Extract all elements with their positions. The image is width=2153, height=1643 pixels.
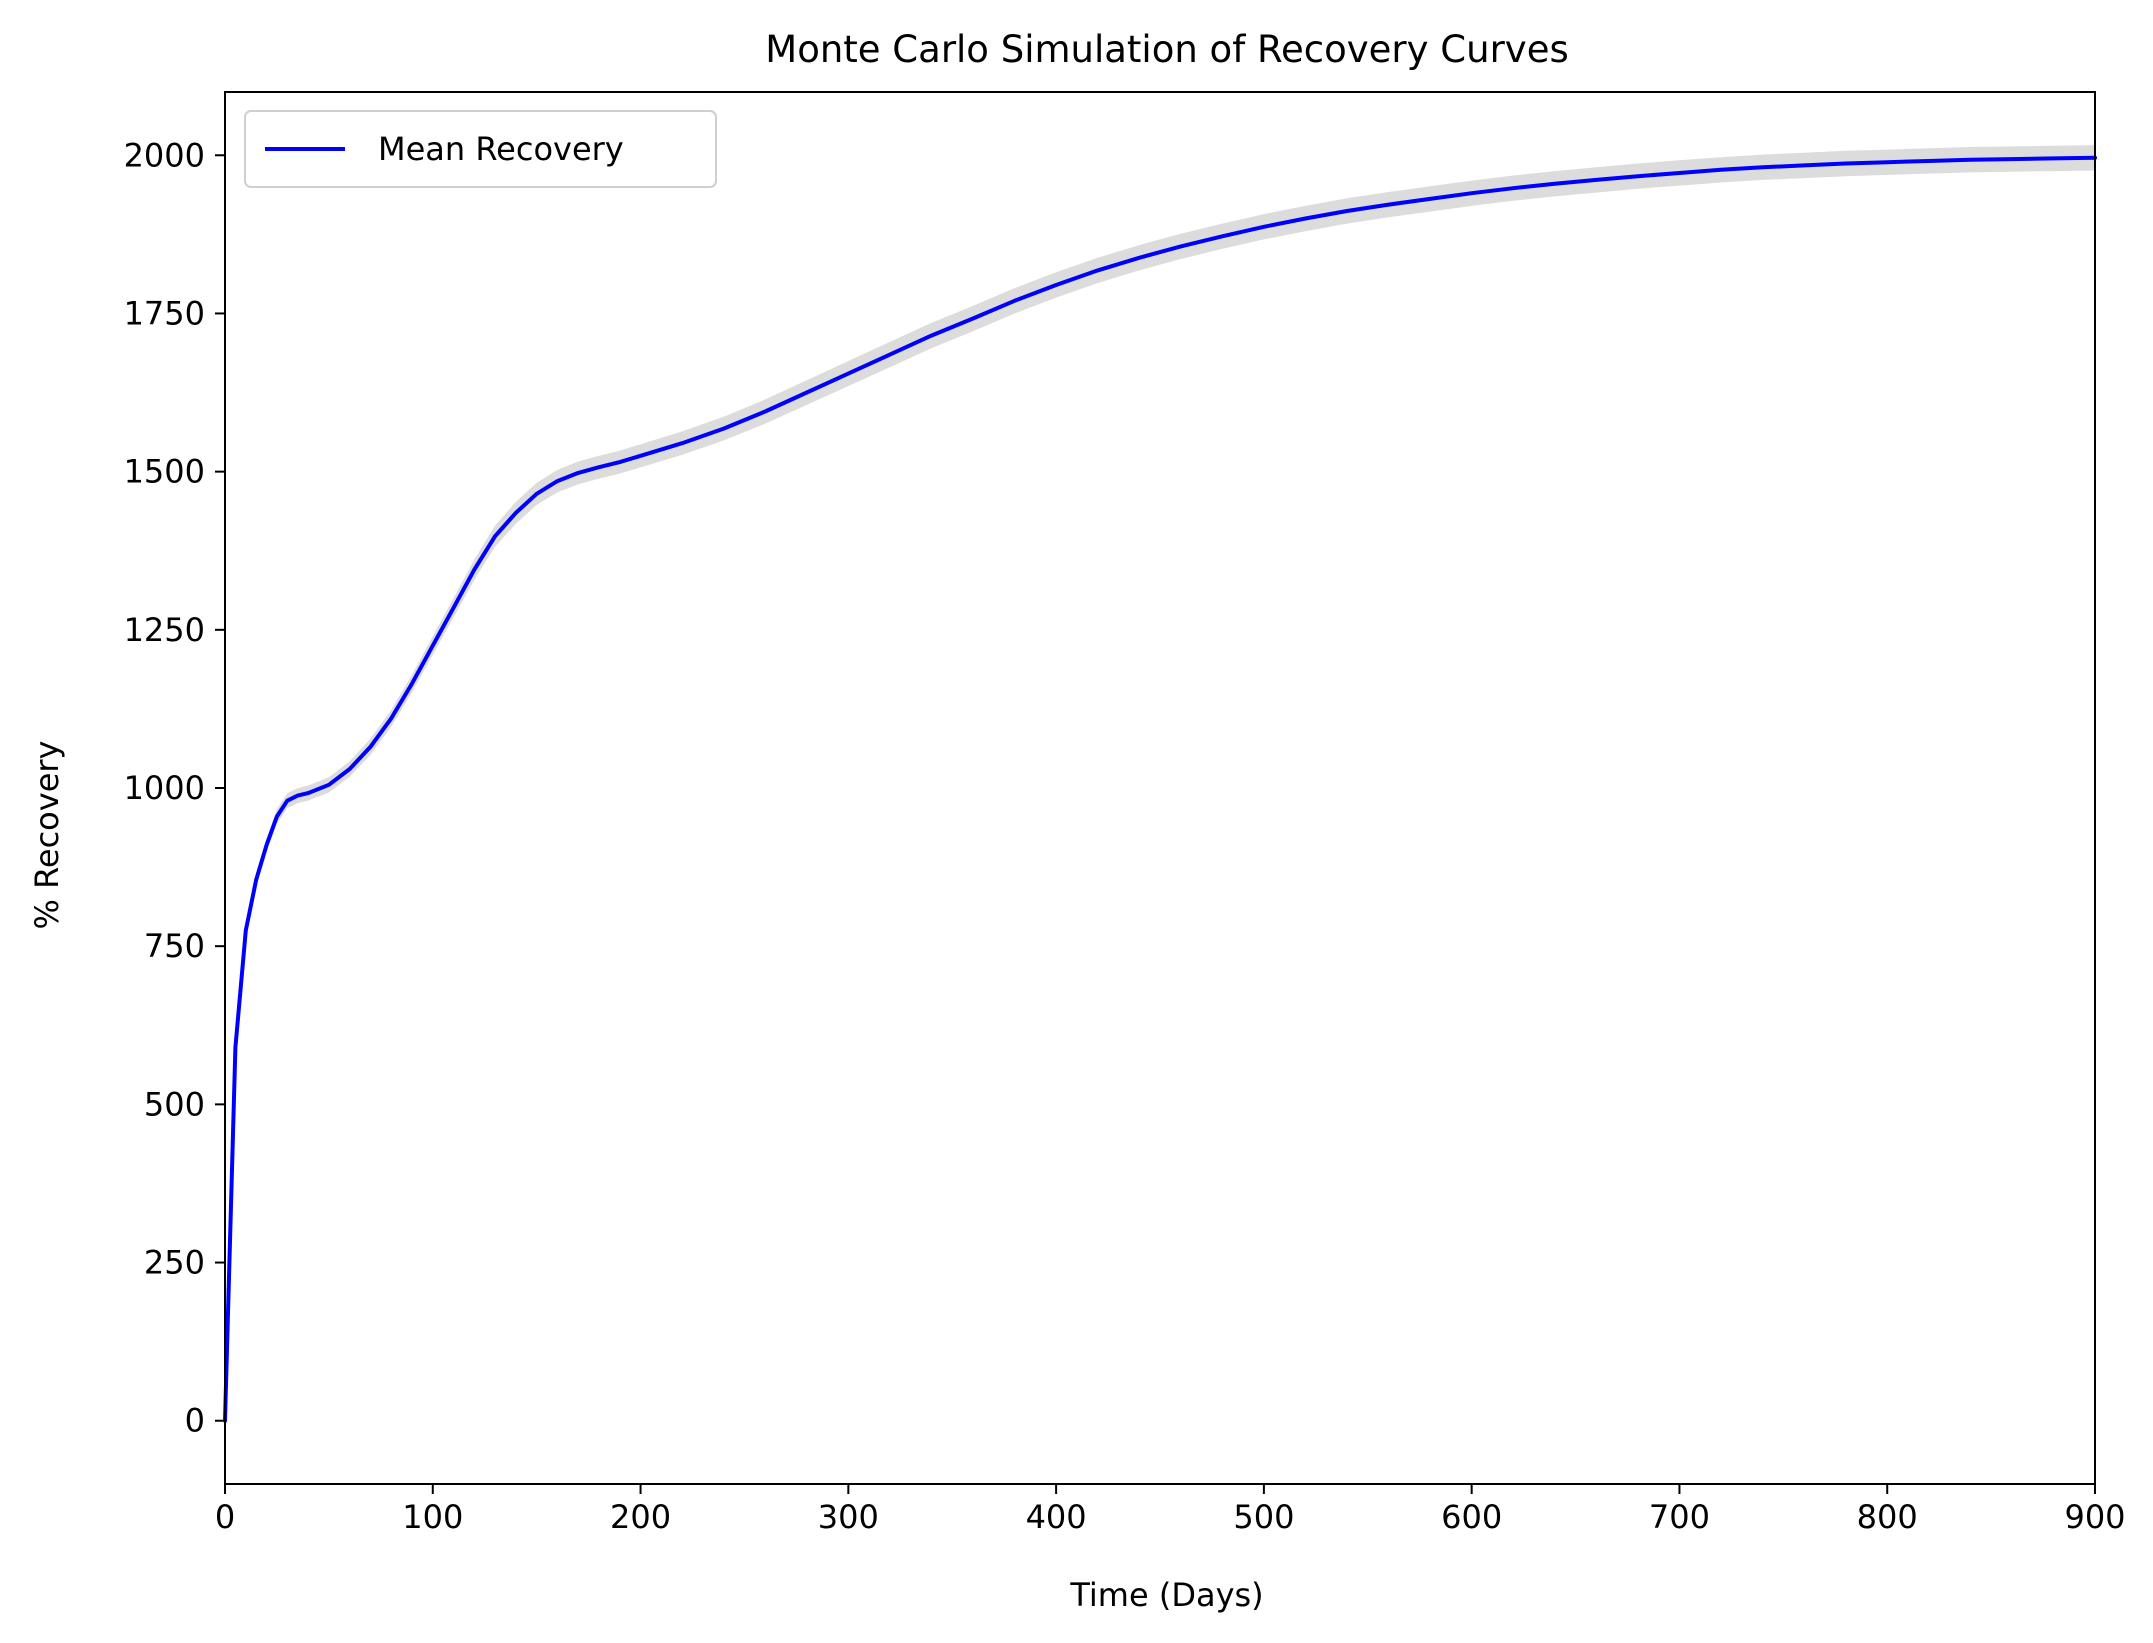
x-tick-label: 400: [1026, 1498, 1087, 1536]
x-axis-label: Time (Days): [1069, 1576, 1263, 1614]
mean-recovery-line: [223, 155, 2097, 1423]
x-tick-label: 700: [1649, 1498, 1710, 1536]
y-tick-label: 1000: [124, 769, 205, 807]
x-tick-label: 900: [2064, 1498, 2125, 1536]
y-tick-label: 0: [185, 1402, 205, 1440]
chart-title: Monte Carlo Simulation of Recovery Curve…: [765, 28, 1568, 71]
y-axis: 0 250 500 750 1000 1250 1500 1750 2000: [124, 136, 225, 1440]
y-tick-label: 1750: [124, 294, 205, 332]
y-tick-label: 500: [144, 1085, 205, 1123]
x-tick-label: 0: [215, 1498, 235, 1536]
x-tick-label: 600: [1441, 1498, 1502, 1536]
x-tick-label: 500: [1233, 1498, 1294, 1536]
x-tick-label: 100: [402, 1498, 463, 1536]
legend-label-mean-recovery: Mean Recovery: [378, 130, 624, 168]
legend: Mean Recovery: [244, 110, 717, 188]
legend-box: [244, 110, 717, 188]
x-tick-label: 800: [1857, 1498, 1918, 1536]
y-tick-label: 250: [144, 1244, 205, 1282]
mean-line-layer: [223, 155, 2097, 1423]
y-tick-label: 1250: [124, 611, 205, 649]
y-tick-label: 2000: [124, 136, 205, 174]
y-tick-label: 1500: [124, 453, 205, 491]
x-tick-label: 200: [610, 1498, 671, 1536]
y-tick-label: 750: [144, 927, 205, 965]
x-axis: 0 100 200 300 400 500 600 700 800 900: [215, 1484, 2126, 1536]
x-tick-label: 300: [818, 1498, 879, 1536]
y-axis-label: % Recovery: [28, 741, 66, 930]
